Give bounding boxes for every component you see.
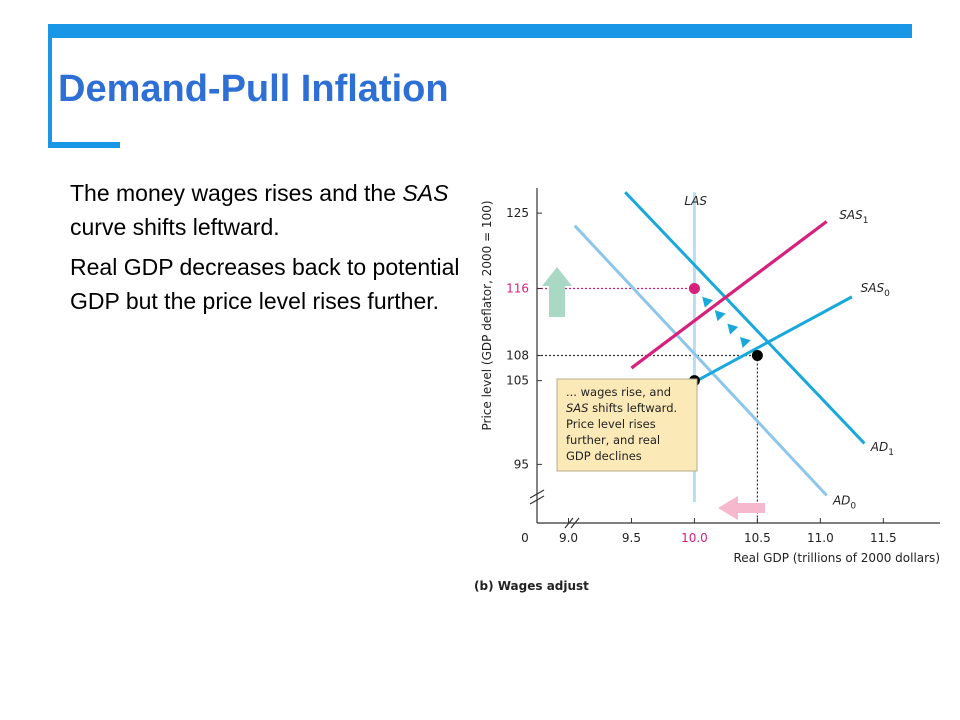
x-tick-label: 10.0 bbox=[681, 531, 708, 545]
annotation-run: shifts leftward. bbox=[588, 401, 677, 415]
annotation-line: further, and real bbox=[566, 433, 660, 447]
chart-caption: (b) Wages adjust bbox=[474, 579, 589, 593]
slide-title: Demand-Pull Inflation bbox=[58, 68, 449, 110]
annotation-line: Price level rises bbox=[566, 417, 656, 431]
x-tick-label: 11.5 bbox=[870, 531, 897, 545]
x-tick-label: 9.5 bbox=[622, 531, 641, 545]
curve-label-sas0: SAS0 bbox=[861, 281, 890, 299]
curve-label-ad0: AD0 bbox=[832, 494, 856, 512]
curve-ad0 bbox=[573, 224, 828, 497]
annotation-line: SAS shifts leftward. bbox=[566, 401, 677, 415]
annotation-run: GDP declines bbox=[566, 449, 642, 463]
arrowhead-4 bbox=[739, 337, 751, 348]
origin-label: 0 bbox=[521, 531, 529, 545]
y-axis-break-1 bbox=[529, 489, 545, 499]
curve-sas1 bbox=[630, 220, 828, 370]
curve-label-sas1: SAS1 bbox=[839, 208, 868, 226]
equilibrium-point-demand-shifted bbox=[751, 350, 763, 361]
y-axis-break-2 bbox=[529, 495, 545, 505]
y-tick-label: 108 bbox=[506, 349, 529, 363]
annotation-line: GDP declines bbox=[566, 449, 642, 463]
chart-container: LAS SAS1 SAS0 AD1 AD0 95 105 108 116 125 9.0 9.5 10.… bbox=[462, 168, 950, 608]
x-axis-break-2 bbox=[570, 517, 580, 529]
curve-label-ad1: AD1 bbox=[870, 440, 894, 458]
y-axis-title: Price level (GDP deflator, 2000 = 100) bbox=[480, 200, 494, 430]
annotation-box bbox=[556, 378, 698, 472]
bottom-accent-bar bbox=[48, 142, 120, 148]
arrowhead-2 bbox=[714, 310, 726, 322]
paragraph-1: The money wages rises and the SAS curve … bbox=[70, 176, 460, 244]
paragraph-run: curve shifts leftward. bbox=[70, 214, 280, 240]
paragraph-2: Real GDP decreases back to potential GDP… bbox=[70, 250, 460, 318]
annotation-run: further, and real bbox=[566, 433, 660, 447]
gdp-decrease-arrow bbox=[718, 496, 765, 520]
annotation-run: Price level rises bbox=[566, 417, 656, 431]
slide-body: The money wages rises and the SAS curve … bbox=[70, 176, 460, 324]
annotation-run: ... wages rise, and bbox=[566, 385, 671, 399]
y-tick-label: 116 bbox=[506, 282, 529, 296]
paragraph-run: SAS bbox=[402, 180, 449, 206]
annotation-line: ... wages rise, and bbox=[566, 385, 671, 399]
equilibrium-point-new bbox=[688, 283, 700, 294]
curve-ad1 bbox=[624, 191, 866, 445]
y-tick-label: 105 bbox=[506, 374, 529, 388]
x-tick-label: 10.5 bbox=[744, 531, 771, 545]
x-tick-label: 11.0 bbox=[807, 531, 834, 545]
paragraph-run: Real GDP decreases back to potential GDP… bbox=[70, 254, 460, 314]
annotation-run: SAS bbox=[566, 401, 588, 415]
left-accent-bar bbox=[48, 24, 52, 148]
y-tick-label: 125 bbox=[506, 206, 529, 220]
x-axis-title: Real GDP (trillions of 2000 dollars) bbox=[733, 551, 940, 565]
arrowhead-3 bbox=[727, 323, 739, 335]
curve-label-las: LAS bbox=[684, 194, 707, 208]
paragraph-run: The money wages rises and the bbox=[70, 180, 403, 206]
arrowhead-1 bbox=[702, 296, 714, 308]
y-tick-label: 95 bbox=[514, 457, 529, 471]
x-tick-label: 9.0 bbox=[559, 531, 578, 545]
price-rise-arrow bbox=[542, 267, 572, 317]
top-accent-bar bbox=[48, 24, 912, 38]
x-axis-break-1 bbox=[564, 517, 574, 529]
